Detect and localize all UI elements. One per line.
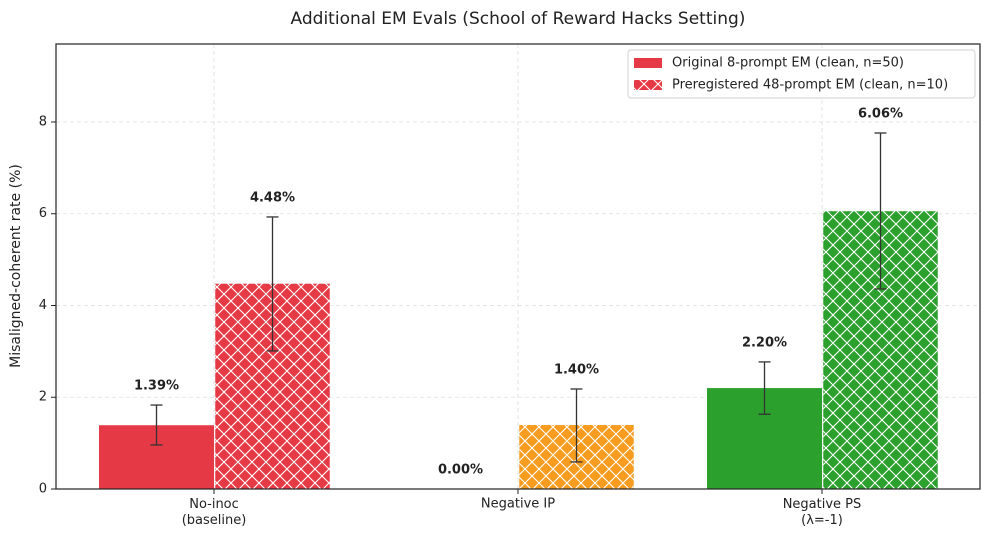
legend-label: Original 8-prompt EM (clean, n=50) [672,56,904,71]
value-label: 6.06% [858,107,903,122]
error-bar [758,361,771,415]
legend: Original 8-prompt EM (clean, n=50) Prereg… [627,49,976,99]
x-tick-label: No-inoc (baseline) [182,497,247,528]
y-tick-label: 0 [39,482,47,497]
error-bar [570,388,583,463]
value-label: 4.48% [250,190,295,205]
y-tick-label: 8 [39,114,47,129]
legend-frame [627,49,976,99]
error-bar [150,404,163,446]
value-label: 2.20% [742,335,787,350]
legend-swatch [634,80,662,90]
x-tick-label: Negative PS (λ=-1) [783,497,862,528]
y-axis-label: Misaligned-coherent rate (%) [8,164,24,368]
plot-frame [55,43,981,490]
value-label: 1.40% [554,362,599,377]
plot: 0 2 4 6 8 No-inoc (baseline) Negative IP Negativ… [39,44,980,528]
y-tick-label: 6 [39,206,47,221]
value-label: 1.39% [134,379,179,394]
legend-label: Preregistered 48-prompt EM (clean, n=10) [672,78,948,93]
x-tick-label: Negative IP [481,497,555,512]
value-label: 0.00% [438,463,483,478]
y-tick-label: 4 [39,298,47,313]
legend-swatch [634,58,662,68]
y-tick-label: 2 [39,390,47,405]
chart-title: Additional EM Evals (School of Reward Ha… [291,9,746,29]
error-bar [266,216,279,352]
error-bar [874,132,887,290]
